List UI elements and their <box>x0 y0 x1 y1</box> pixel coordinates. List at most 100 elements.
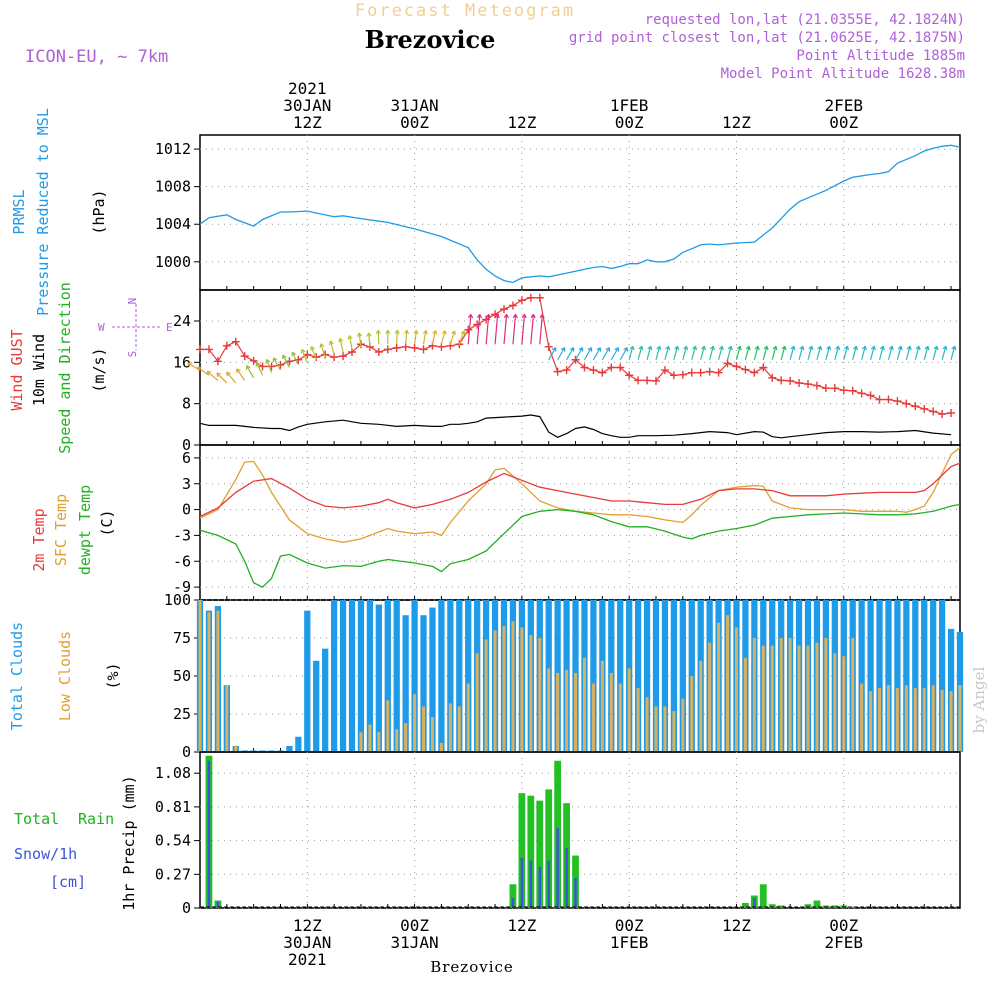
gust-marker <box>848 386 857 395</box>
wind-compass: W E N S <box>98 298 173 358</box>
wind-arrowhead <box>835 345 841 351</box>
gust-marker <box>231 337 240 346</box>
wind-arrowhead <box>291 351 297 357</box>
temperature-ytick-label: -9 <box>173 578 191 596</box>
gust-marker <box>875 395 884 404</box>
wind-arrow <box>914 346 920 360</box>
pressure-ytick-label: 1008 <box>155 178 191 196</box>
wind-arrow <box>601 347 610 361</box>
snow-bar <box>547 860 550 908</box>
total-cloud-bar <box>465 600 472 752</box>
low-cloud-bar <box>636 688 640 752</box>
gust-marker <box>777 376 786 385</box>
wind-arrowhead <box>888 345 894 351</box>
gust-marker <box>419 345 428 354</box>
total-cloud-bar <box>322 648 329 752</box>
wind-arrow <box>530 314 535 345</box>
gust-marker <box>312 353 321 362</box>
wind-arrow <box>206 370 219 381</box>
low-cloud-bar <box>860 683 864 752</box>
precip-ytick-label: 0.54 <box>155 832 191 850</box>
gust-marker <box>804 380 812 389</box>
gust-marker <box>920 404 929 413</box>
low-cloud-bar <box>734 627 738 752</box>
total-cloud-bar <box>643 600 651 752</box>
wind-arrow <box>753 346 759 360</box>
prmsl-unit-label: (hPa) <box>90 189 108 234</box>
wind-ytick-label: 8 <box>182 395 191 413</box>
gust-marker <box>938 410 947 418</box>
snow-bar <box>511 898 515 908</box>
total-cloud-bar <box>885 600 892 752</box>
wind-ytick-label: 16 <box>173 353 191 371</box>
wind-arrowhead <box>826 345 832 351</box>
wind-arrow <box>197 366 210 376</box>
wind-label: 10m Wind <box>30 334 48 406</box>
wind-arrow <box>282 354 290 368</box>
wind-arrowhead <box>808 345 814 351</box>
wind-arrow <box>709 346 714 360</box>
gust-marker <box>705 367 714 376</box>
wind-arrowhead <box>356 332 363 337</box>
wind-arrowhead <box>781 345 787 351</box>
wind-arrowhead <box>512 314 518 319</box>
top-time-label: 30JAN <box>283 96 331 115</box>
low-cloud-bar <box>904 685 908 752</box>
wind-arrowhead <box>692 345 698 351</box>
low-cloud-bar <box>582 657 586 752</box>
total-cloud-bar <box>921 600 928 752</box>
wind-arrowhead <box>187 362 192 367</box>
sfc-temp-label: SFC Temp <box>52 494 70 566</box>
wind-arrow <box>422 330 427 345</box>
wind-arrow <box>932 346 938 360</box>
total-cloud-bar <box>295 736 302 752</box>
bottom-time-label: 12Z <box>293 916 322 935</box>
rain-bar <box>742 903 749 908</box>
low-cloud-bar <box>457 706 461 752</box>
total-cloud-bar <box>313 660 320 752</box>
wind-arrowhead <box>347 335 353 340</box>
sfc-temp-line <box>199 447 961 543</box>
bottom-time-label: 12Z <box>507 916 536 935</box>
precip-frame <box>199 751 961 909</box>
top-time-label: 00Z <box>829 113 858 132</box>
wind-arrowhead <box>951 345 957 351</box>
total-cloud-bar <box>375 604 382 752</box>
dewpt-line <box>199 503 961 588</box>
total-cloud-bar <box>438 600 445 752</box>
temp-unit-label: (C) <box>98 509 116 536</box>
temperature-ytick-label: 3 <box>182 475 191 493</box>
wind-arrowhead <box>282 354 287 360</box>
gust-marker <box>616 363 625 372</box>
low-cloud-bar <box>547 668 551 752</box>
wind-arrowhead <box>422 330 428 335</box>
wind-arrow <box>592 347 601 361</box>
wind-arrow <box>413 330 418 345</box>
wind-arrowhead <box>942 345 948 351</box>
precip-panel: 0 0.27 0.54 0.81 1.08 <box>155 751 961 917</box>
dewpt-label: dewpt Temp <box>76 485 94 575</box>
low-cloud-bar <box>815 642 819 752</box>
pressure-ytick-label: 1000 <box>155 253 191 271</box>
wind-arrow <box>807 346 813 360</box>
temperature-ytick-label: 6 <box>182 449 191 467</box>
wind-arrowhead <box>494 314 500 319</box>
wind-arrow <box>226 371 237 384</box>
gust-marker <box>562 366 571 375</box>
low-cloud-bar <box>779 638 783 752</box>
gust-marker <box>652 376 660 385</box>
bottom-time-label: 00Z <box>400 916 429 935</box>
total-cloud-bar <box>277 750 284 752</box>
plots-layer: 1000100410081012081624-9-6-3036025507510… <box>155 79 964 969</box>
snow-bar <box>529 860 533 908</box>
rain-bar <box>849 906 857 908</box>
low-cloud-bar <box>672 710 676 752</box>
gust-marker <box>258 362 267 371</box>
gust-marker <box>535 293 544 302</box>
gust-marker <box>464 325 473 334</box>
top-time-label: 00Z <box>615 113 644 132</box>
wind-arrowhead <box>745 345 751 351</box>
wind-arrowhead <box>799 345 805 351</box>
low-cloud-bar <box>609 672 613 752</box>
